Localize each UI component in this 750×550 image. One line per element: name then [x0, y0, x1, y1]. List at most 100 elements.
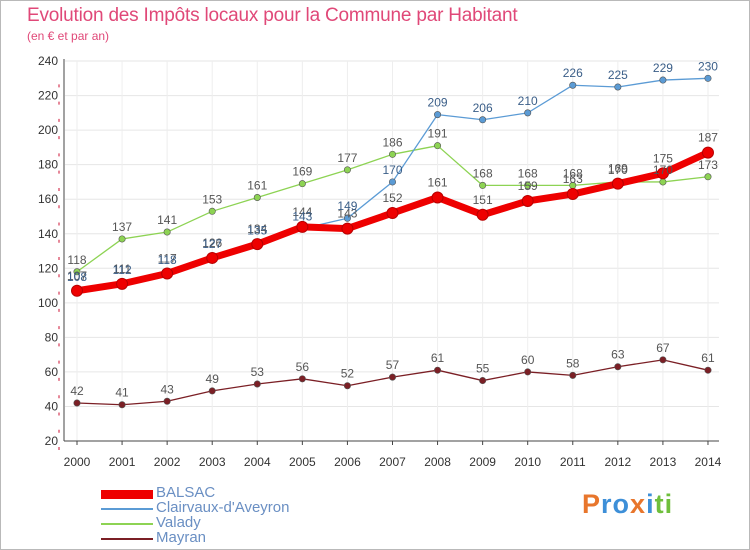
value-label-balsac-2005: 144: [292, 205, 312, 219]
y-tick-label-180: 180: [38, 158, 58, 172]
logo-letter: i: [664, 489, 674, 519]
value-label-clairvaux-d-aveyron-2009: 206: [473, 101, 493, 115]
legend-swatch-mayran: [101, 538, 153, 540]
point-balsac-2013: [656, 167, 669, 180]
point-mayran-2013: [659, 356, 667, 364]
point-balsac-2012: [611, 177, 624, 190]
logo-letter: i: [646, 489, 655, 519]
value-label-valady-2008: 191: [428, 127, 448, 141]
value-label-balsac-2000: 107: [67, 269, 87, 283]
y-tick-label-160: 160: [38, 192, 58, 206]
point-clairvaux-d-aveyron-2007: [388, 178, 396, 186]
value-label-mayran-2006: 52: [341, 367, 355, 381]
value-label-valady-2011: 168: [563, 166, 583, 180]
value-label-mayran-2011: 58: [566, 356, 580, 370]
value-label-valady-2009: 168: [473, 166, 493, 180]
point-mayran-2014: [704, 366, 712, 374]
value-label-balsac-2011: 163: [563, 172, 583, 186]
point-balsac-2010: [521, 194, 534, 207]
value-label-valady-2013: 170: [653, 163, 673, 177]
value-label-valady-2012: 170: [608, 163, 628, 177]
value-label-clairvaux-d-aveyron-2012: 225: [608, 68, 628, 82]
x-tick-label-2013: 2013: [650, 455, 677, 469]
y-tick-label-100: 100: [38, 296, 58, 310]
point-mayran-2006: [343, 382, 351, 390]
value-label-balsac-2001: 111: [113, 262, 132, 276]
proxiti-logo: Proxiti: [582, 489, 673, 520]
y-tick-label-120: 120: [38, 261, 58, 275]
point-valady-2001: [118, 235, 126, 243]
y-tick-label-200: 200: [38, 123, 58, 137]
y-tick-label-60: 60: [45, 365, 59, 379]
logo-letter: o: [612, 489, 631, 519]
x-tick-label-2005: 2005: [289, 455, 316, 469]
line-chart: 20 40 60 80 100 120 140 160 180 200 220 240 2000 2001…: [38, 54, 722, 469]
value-label-balsac-2014: 187: [698, 131, 718, 145]
value-label-clairvaux-d-aveyron-2013: 229: [653, 61, 673, 75]
point-balsac-2003: [206, 251, 219, 264]
value-label-valady-2006: 177: [337, 151, 357, 165]
value-label-mayran-2004: 53: [251, 365, 265, 379]
value-label-mayran-2008: 61: [431, 351, 445, 365]
point-balsac-2009: [476, 208, 489, 221]
point-mayran-2001: [118, 401, 126, 409]
point-clairvaux-d-aveyron-2014: [704, 74, 712, 82]
x-tick-label-2011: 2011: [560, 455, 586, 469]
value-label-clairvaux-d-aveyron-2002: 118: [158, 253, 177, 267]
point-balsac-2014: [701, 146, 714, 159]
value-label-valady-2000: 118: [67, 253, 86, 267]
legend-swatch-balsac: [101, 490, 153, 499]
point-valady-2013: [659, 178, 667, 186]
point-balsac-2000: [71, 284, 83, 297]
value-label-clairvaux-d-aveyron-2014: 230: [698, 59, 718, 73]
point-clairvaux-d-aveyron-2008: [434, 111, 442, 119]
legend-label-valady: Valady: [156, 514, 201, 531]
value-label-mayran-2014: 61: [701, 351, 715, 365]
legend-item-balsac: BALSAC: [101, 484, 401, 502]
legend: BALSAC Clairvaux-d'Aveyron Valady Mayran: [101, 484, 401, 547]
y-tick-label-40: 40: [45, 399, 59, 413]
point-balsac-2011: [566, 188, 579, 201]
value-label-mayran-2002: 43: [160, 382, 174, 396]
point-balsac-2007: [386, 207, 399, 220]
y-tick-label-80: 80: [45, 330, 59, 344]
value-label-mayran-2009: 55: [476, 362, 490, 376]
y-tick-label-140: 140: [38, 227, 58, 241]
value-label-balsac-2006: 143: [337, 207, 357, 221]
point-valady-2007: [388, 150, 396, 158]
value-label-clairvaux-d-aveyron-2007: 170: [382, 163, 402, 177]
value-label-valady-2001: 137: [112, 220, 132, 234]
value-label-balsac-2003: 126: [202, 236, 222, 250]
x-tick-label-2003: 2003: [199, 455, 226, 469]
value-label-valady-2010: 168: [518, 166, 538, 180]
value-label-clairvaux-d-aveyron-2004: 135: [247, 223, 267, 237]
point-mayran-2009: [479, 377, 487, 385]
legend-swatch-clairvaux: [101, 508, 153, 510]
x-tick-label-2008: 2008: [424, 455, 451, 469]
legend-swatch-valady: [101, 523, 153, 525]
value-label-valady-2005: 169: [292, 165, 312, 179]
point-clairvaux-d-aveyron-2010: [524, 109, 532, 117]
chart-title: Evolution des Impôts locaux pour la Comm…: [27, 5, 518, 26]
legend-label-balsac: BALSAC: [156, 484, 216, 501]
point-balsac-2002: [161, 267, 174, 280]
point-valady-2000: [73, 268, 81, 276]
logo-letter: r: [601, 489, 613, 519]
series-layer: [71, 74, 714, 409]
point-valady-2005: [298, 180, 306, 188]
value-label-mayran-2000: 42: [70, 384, 84, 398]
value-label-clairvaux-d-aveyron-2005: 143: [292, 210, 312, 224]
value-label-balsac-2002: 117: [158, 251, 177, 265]
value-label-balsac-2004: 134: [247, 222, 267, 236]
value-label-clairvaux-d-aveyron-2003: 127: [202, 237, 222, 251]
value-label-mayran-2001: 41: [115, 386, 129, 400]
value-label-clairvaux-d-aveyron-2010: 210: [518, 94, 538, 108]
legend-item-valady: Valady: [101, 514, 401, 532]
x-tick-label-2014: 2014: [695, 455, 722, 469]
value-label-mayran-2005: 56: [296, 360, 310, 374]
point-clairvaux-d-aveyron-2009: [479, 116, 487, 124]
value-label-mayran-2007: 57: [386, 358, 400, 372]
value-label-valady-2003: 153: [202, 192, 222, 206]
legend-item-mayran: Mayran: [101, 530, 401, 547]
